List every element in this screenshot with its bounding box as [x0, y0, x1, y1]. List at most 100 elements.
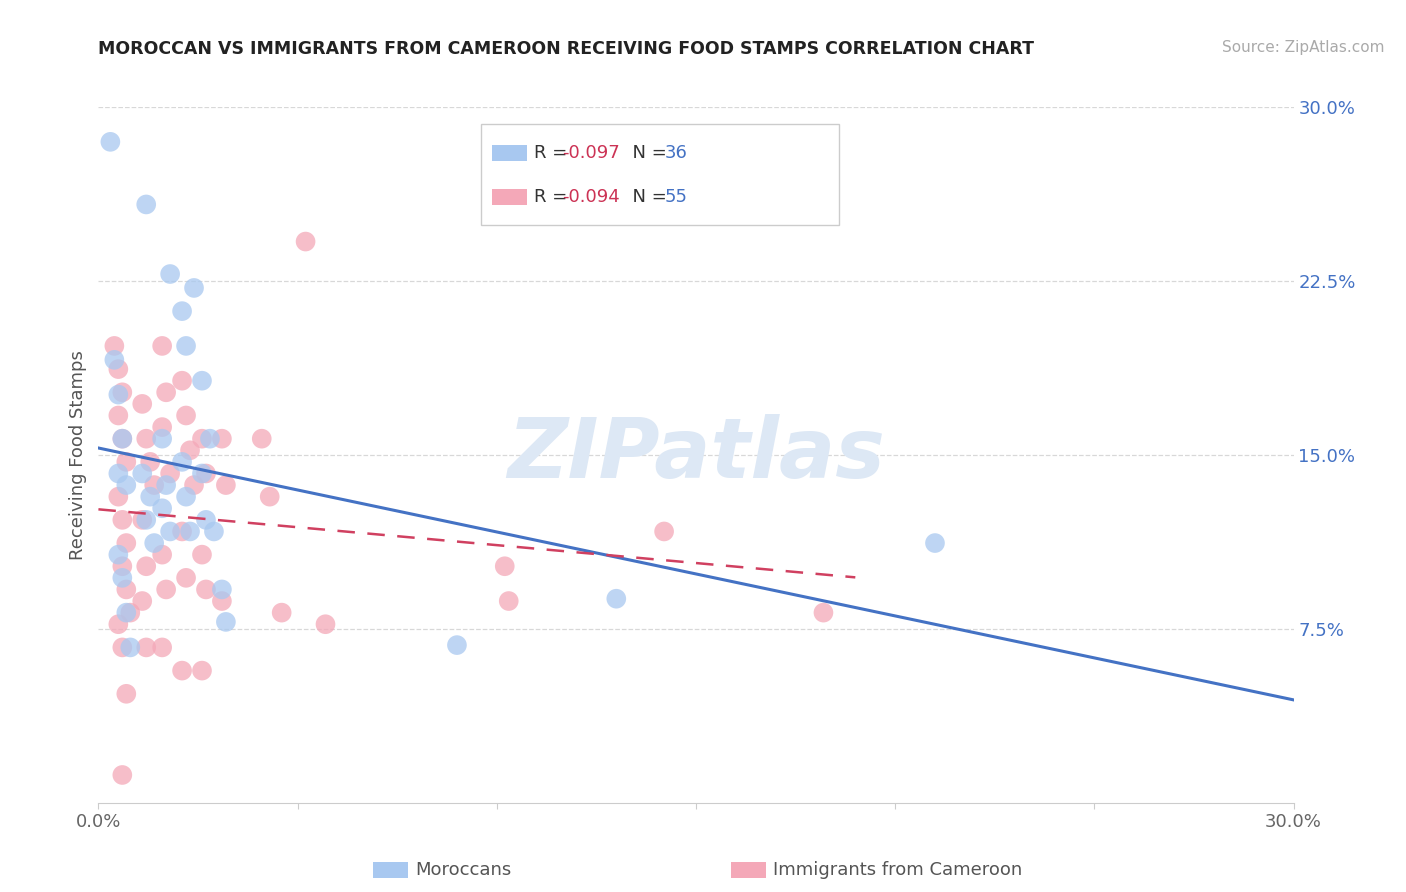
Point: [115, 687, 138, 701]
Point: [111, 432, 134, 446]
Y-axis label: Receiving Food Stamps: Receiving Food Stamps: [69, 350, 87, 560]
Point: [924, 536, 946, 550]
Point: [174, 571, 197, 585]
Point: [120, 640, 142, 655]
Point: [111, 768, 134, 782]
Point: [195, 582, 218, 597]
Point: [107, 467, 129, 481]
Point: [191, 467, 214, 481]
Point: [155, 478, 177, 492]
Point: [211, 432, 233, 446]
Point: [135, 197, 157, 211]
Point: [605, 591, 627, 606]
Point: [179, 524, 201, 539]
Point: [131, 397, 153, 411]
Point: [172, 664, 194, 678]
Text: ZIPatlas: ZIPatlas: [508, 415, 884, 495]
Point: [174, 409, 197, 423]
Point: [150, 548, 173, 562]
Text: Immigrants from Cameroon: Immigrants from Cameroon: [773, 861, 1022, 879]
Point: [107, 617, 129, 632]
Text: R =: R =: [534, 144, 574, 161]
Point: [150, 339, 173, 353]
Point: [215, 478, 238, 492]
Point: [211, 582, 233, 597]
Point: [250, 432, 273, 446]
Point: [115, 536, 138, 550]
Point: [103, 352, 125, 367]
Point: [131, 467, 153, 481]
Point: [111, 640, 134, 655]
Point: [652, 524, 675, 539]
Point: [139, 455, 162, 469]
Point: [131, 594, 153, 608]
Point: [131, 513, 153, 527]
Point: [135, 640, 157, 655]
Point: [155, 582, 177, 597]
Point: [107, 490, 129, 504]
Point: [107, 387, 129, 401]
Point: [270, 606, 292, 620]
Point: [172, 304, 194, 318]
Point: [195, 467, 218, 481]
Point: [150, 501, 173, 516]
Point: [191, 548, 214, 562]
Point: [813, 606, 835, 620]
Point: [315, 617, 337, 632]
Point: [183, 478, 205, 492]
Point: [100, 135, 122, 149]
Point: [259, 490, 281, 504]
Point: [111, 571, 134, 585]
Point: [191, 664, 214, 678]
Point: [107, 362, 129, 376]
Point: [107, 548, 129, 562]
Text: N =: N =: [621, 144, 673, 161]
Point: [159, 267, 181, 281]
Point: [179, 443, 201, 458]
Text: -0.094: -0.094: [562, 188, 620, 206]
Point: [183, 281, 205, 295]
Point: [174, 339, 197, 353]
Point: [150, 432, 173, 446]
Point: [294, 235, 316, 249]
Text: 36: 36: [665, 144, 688, 161]
Text: N =: N =: [621, 188, 673, 206]
Point: [103, 339, 125, 353]
Point: [120, 606, 142, 620]
Point: [139, 490, 162, 504]
Point: [211, 594, 233, 608]
Text: Moroccans: Moroccans: [415, 861, 510, 879]
Point: [115, 478, 138, 492]
Point: [172, 524, 194, 539]
Point: [115, 606, 138, 620]
Text: R =: R =: [534, 188, 574, 206]
Point: [494, 559, 516, 574]
Point: [191, 432, 214, 446]
Point: [498, 594, 520, 608]
Point: [150, 640, 173, 655]
Point: [172, 455, 194, 469]
Point: [107, 409, 129, 423]
Point: [198, 432, 221, 446]
Text: 55: 55: [665, 188, 688, 206]
Point: [115, 455, 138, 469]
Text: MOROCCAN VS IMMIGRANTS FROM CAMEROON RECEIVING FOOD STAMPS CORRELATION CHART: MOROCCAN VS IMMIGRANTS FROM CAMEROON REC…: [98, 40, 1035, 58]
Point: [135, 559, 157, 574]
Text: Source: ZipAtlas.com: Source: ZipAtlas.com: [1222, 40, 1385, 55]
Point: [135, 513, 157, 527]
Point: [195, 513, 218, 527]
Point: [111, 513, 134, 527]
Point: [446, 638, 468, 652]
Point: [191, 374, 214, 388]
Point: [143, 478, 166, 492]
Point: [135, 432, 157, 446]
Point: [155, 385, 177, 400]
Point: [174, 490, 197, 504]
Text: -0.097: -0.097: [562, 144, 620, 161]
Point: [143, 536, 166, 550]
Point: [172, 374, 194, 388]
Point: [150, 420, 173, 434]
Point: [215, 615, 238, 629]
Point: [159, 467, 181, 481]
Point: [115, 582, 138, 597]
